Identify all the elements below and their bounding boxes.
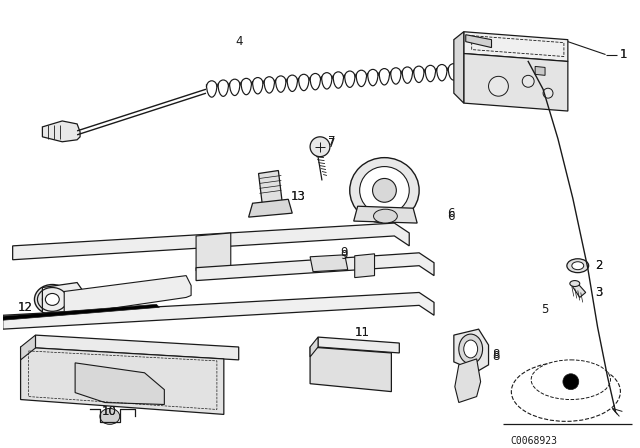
Text: 3: 3 (596, 286, 603, 299)
Ellipse shape (531, 360, 611, 400)
Ellipse shape (543, 88, 553, 98)
Text: 1: 1 (620, 48, 627, 61)
Polygon shape (13, 223, 409, 260)
Text: 6: 6 (447, 207, 454, 220)
Text: 8: 8 (493, 349, 500, 362)
Polygon shape (310, 255, 348, 271)
Text: 12: 12 (18, 301, 33, 314)
Polygon shape (64, 276, 191, 315)
Ellipse shape (42, 292, 62, 307)
Polygon shape (3, 304, 159, 320)
Ellipse shape (464, 340, 477, 358)
Polygon shape (310, 347, 392, 392)
Text: 9: 9 (340, 249, 348, 262)
Ellipse shape (372, 178, 396, 202)
Polygon shape (572, 284, 586, 297)
Text: 12: 12 (18, 301, 33, 314)
Text: 13: 13 (291, 190, 305, 203)
Ellipse shape (35, 284, 70, 314)
Polygon shape (535, 66, 545, 75)
Ellipse shape (459, 334, 483, 364)
Polygon shape (196, 233, 231, 271)
Polygon shape (455, 359, 481, 402)
Polygon shape (20, 335, 35, 360)
Polygon shape (3, 293, 434, 329)
Text: 11: 11 (355, 326, 370, 339)
Text: 1: 1 (620, 48, 627, 61)
Text: 2: 2 (596, 259, 603, 272)
Polygon shape (318, 337, 399, 353)
Text: 10: 10 (102, 405, 116, 418)
Polygon shape (259, 171, 282, 206)
Polygon shape (454, 329, 488, 372)
Ellipse shape (567, 259, 589, 273)
Ellipse shape (522, 75, 534, 87)
Text: 2: 2 (596, 259, 603, 272)
Polygon shape (466, 34, 492, 47)
Ellipse shape (45, 293, 60, 306)
Polygon shape (196, 253, 434, 280)
Polygon shape (355, 254, 374, 278)
Polygon shape (310, 337, 318, 357)
Ellipse shape (310, 137, 330, 157)
Ellipse shape (488, 76, 508, 96)
Ellipse shape (511, 362, 620, 422)
Polygon shape (454, 32, 464, 103)
Text: 6: 6 (447, 210, 454, 223)
Text: 3: 3 (596, 286, 603, 299)
Text: 11: 11 (355, 326, 370, 339)
Text: 10: 10 (102, 405, 116, 418)
Polygon shape (20, 347, 224, 414)
Text: 5: 5 (541, 303, 548, 316)
Ellipse shape (349, 158, 419, 223)
Text: 13: 13 (291, 190, 305, 203)
Polygon shape (464, 54, 568, 111)
Text: 4: 4 (236, 35, 243, 48)
Ellipse shape (360, 167, 409, 214)
Polygon shape (75, 363, 164, 405)
Polygon shape (354, 206, 417, 223)
Ellipse shape (570, 280, 580, 287)
Text: C0068923: C0068923 (510, 436, 557, 446)
Ellipse shape (374, 209, 397, 223)
Polygon shape (464, 32, 568, 61)
Text: 7: 7 (328, 137, 335, 150)
Ellipse shape (572, 262, 584, 270)
Text: 8: 8 (493, 350, 500, 363)
Ellipse shape (100, 409, 120, 424)
Text: 9: 9 (340, 246, 348, 259)
Polygon shape (248, 199, 292, 217)
Polygon shape (35, 335, 239, 360)
Polygon shape (42, 283, 84, 317)
Ellipse shape (563, 374, 579, 390)
Polygon shape (42, 121, 80, 142)
Text: 7: 7 (328, 135, 335, 148)
